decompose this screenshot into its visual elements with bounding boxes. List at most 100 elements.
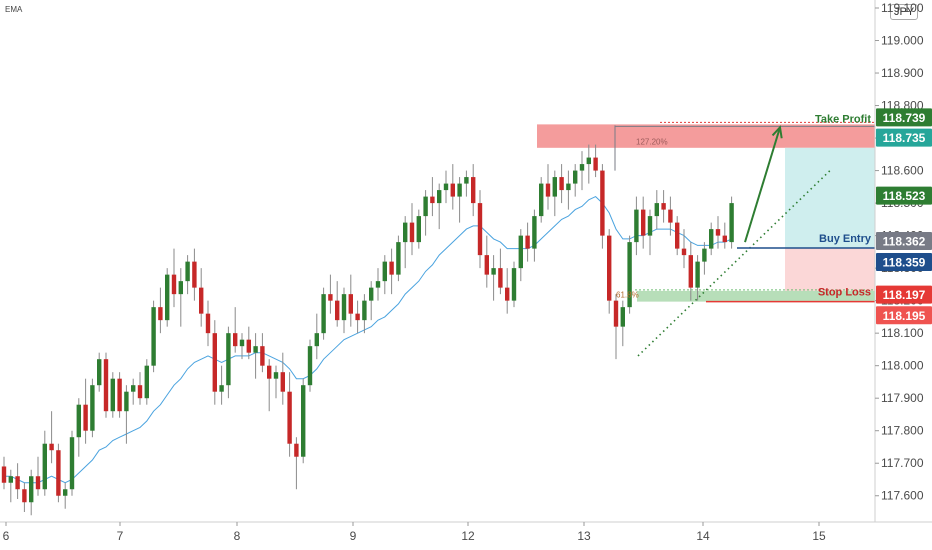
candle[interactable] <box>301 378 306 464</box>
candle-body[interactable] <box>579 164 585 171</box>
candle-body[interactable] <box>423 196 428 217</box>
sl-alt-price-badge[interactable]: 118.195 <box>876 306 932 325</box>
candle-body[interactable] <box>260 346 265 366</box>
candle-body[interactable] <box>328 294 333 301</box>
candle-body[interactable] <box>539 183 544 217</box>
candle[interactable] <box>69 430 75 496</box>
candle[interactable] <box>22 482 27 512</box>
candle[interactable] <box>457 177 462 223</box>
fib-618-label[interactable]: 61.8% <box>616 290 639 299</box>
entry-alt-price-badge-bg[interactable] <box>876 252 932 271</box>
candle-body[interactable] <box>654 203 659 217</box>
take-profit-price-badge[interactable]: 118.739 <box>876 108 932 127</box>
candle[interactable] <box>76 398 81 457</box>
candle-body[interactable] <box>627 242 632 308</box>
candle[interactable] <box>103 352 109 418</box>
candle-body[interactable] <box>192 261 197 288</box>
y-tick-label[interactable]: 117.800 <box>881 424 924 438</box>
candle[interactable] <box>321 287 326 340</box>
entry-alt-price-badge-text[interactable]: 118.359 <box>883 255 926 269</box>
candle-body[interactable] <box>552 177 557 197</box>
candle-body[interactable] <box>76 404 81 438</box>
candle[interactable] <box>627 235 632 314</box>
stop-loss-price-badge-text[interactable]: 118.197 <box>883 288 926 302</box>
candle-body[interactable] <box>607 235 612 301</box>
candle-body[interactable] <box>185 261 190 282</box>
candle-body[interactable] <box>375 281 381 288</box>
stop-loss-label[interactable]: Stop Loss <box>818 287 871 299</box>
y-tick-label[interactable]: 118.100 <box>881 326 924 340</box>
candle[interactable] <box>559 164 564 204</box>
candle-body[interactable] <box>634 209 639 243</box>
current-price-badge[interactable]: 118.523 <box>876 186 932 205</box>
resistance-zone[interactable] <box>537 124 875 148</box>
candle[interactable] <box>382 255 387 295</box>
current-price-badge-bg[interactable] <box>876 186 932 205</box>
candle-body[interactable] <box>205 313 211 334</box>
candle-body[interactable] <box>90 385 95 431</box>
candle-body[interactable] <box>729 203 734 243</box>
candle[interactable] <box>641 196 646 249</box>
candle[interactable] <box>212 320 217 405</box>
candle-body[interactable] <box>389 261 394 275</box>
candle-body[interactable] <box>600 170 605 236</box>
indicator-label[interactable]: EMA <box>5 5 23 14</box>
candle[interactable] <box>539 177 544 223</box>
candle[interactable] <box>505 268 510 314</box>
candle[interactable] <box>484 235 489 288</box>
candle[interactable] <box>403 216 408 269</box>
candle[interactable] <box>566 170 571 210</box>
candle-body[interactable] <box>301 385 306 457</box>
candle[interactable] <box>226 326 231 399</box>
candle-body[interactable] <box>314 333 319 347</box>
candle-body[interactable] <box>151 307 156 366</box>
sl-alt-price-badge-bg[interactable] <box>876 306 932 325</box>
candle[interactable] <box>185 255 190 295</box>
tp-current-price-badge-bg[interactable] <box>876 128 932 147</box>
candle[interactable] <box>579 151 585 191</box>
candle[interactable] <box>375 268 381 301</box>
candle-body[interactable] <box>668 209 673 223</box>
candle[interactable] <box>491 255 496 301</box>
candle[interactable] <box>314 313 319 360</box>
candle-body[interactable] <box>253 346 258 353</box>
candle[interactable] <box>464 170 469 197</box>
candle[interactable] <box>450 164 455 210</box>
candle[interactable] <box>8 469 13 503</box>
candle-body[interactable] <box>287 391 292 444</box>
x-tick-label[interactable]: 6 <box>3 529 10 543</box>
tp-current-price-badge[interactable]: 118.735 <box>876 128 932 147</box>
y-tick-label[interactable]: 119.000 <box>881 34 924 48</box>
candle[interactable] <box>715 216 721 249</box>
candle[interactable] <box>307 339 313 392</box>
target-arrow-head[interactable] <box>771 125 783 139</box>
candle-body[interactable] <box>681 248 687 256</box>
candle-body[interactable] <box>171 274 177 295</box>
candle[interactable] <box>702 242 707 275</box>
candle-body[interactable] <box>702 248 707 262</box>
candle[interactable] <box>729 196 734 249</box>
candle-body[interactable] <box>722 235 727 243</box>
candle-body[interactable] <box>688 255 693 288</box>
candle-body[interactable] <box>110 378 115 412</box>
buy-entry-price-badge-text[interactable]: 118.362 <box>883 234 926 248</box>
candle-body[interactable] <box>348 294 353 314</box>
candle[interactable] <box>620 300 625 347</box>
candle[interactable] <box>124 385 129 444</box>
candle-body[interactable] <box>233 333 238 347</box>
candle-body[interactable] <box>525 235 530 249</box>
candle-body[interactable] <box>49 443 54 451</box>
candle[interactable] <box>15 463 20 499</box>
candle[interactable] <box>267 359 272 412</box>
candle-body[interactable] <box>131 385 136 392</box>
candle-body[interactable] <box>165 274 170 321</box>
candle[interactable] <box>647 209 653 256</box>
candle[interactable] <box>90 378 95 438</box>
candle[interactable] <box>1 456 7 490</box>
candle[interactable] <box>498 248 503 295</box>
candle[interactable] <box>246 326 251 360</box>
candle[interactable] <box>389 248 394 295</box>
candle[interactable] <box>532 209 537 262</box>
candle[interactable] <box>722 222 727 249</box>
candle-body[interactable] <box>103 359 109 412</box>
